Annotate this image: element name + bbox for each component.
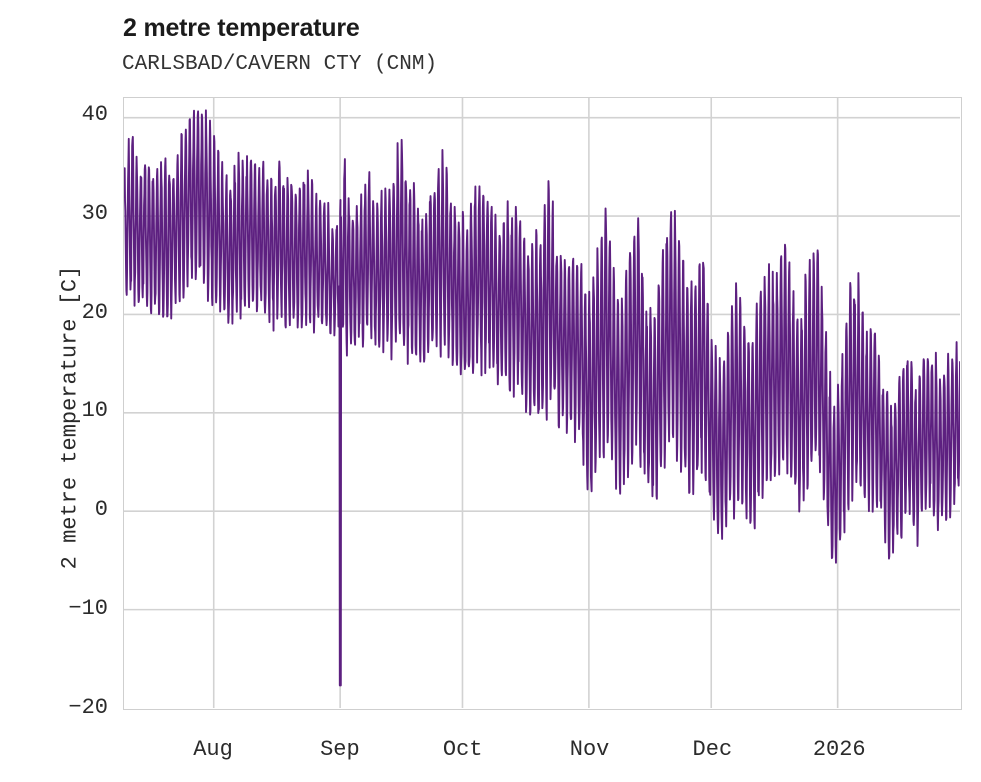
y-tick-label: −20 [68,695,108,720]
y-tick-label: 40 [81,101,108,127]
page-subtitle: CARLSBAD/CAVERN CTY (CNM) [122,53,438,76]
page-title: 2 metre temperature [123,14,360,42]
y-tick-label: 30 [81,200,108,226]
x-tick-label: Nov [569,737,610,762]
y-axis-ticks: −20 −10 0 10 20 30 40 [0,0,108,782]
x-tick-label: Aug [193,737,233,762]
plot-area [123,97,962,710]
y-tick-label: 0 [94,497,108,523]
x-tick-label: Oct [442,737,483,762]
x-tick-label: Dec [692,737,733,762]
temperature-time-series [124,98,960,708]
series-line [124,109,960,687]
x-tick-label: Sep [320,737,360,762]
x-tick-label: 2026 [812,737,866,762]
gridlines [124,98,960,708]
y-tick-label: −10 [68,596,108,622]
y-tick-label: 20 [81,299,108,325]
y-tick-label: 10 [81,398,108,424]
